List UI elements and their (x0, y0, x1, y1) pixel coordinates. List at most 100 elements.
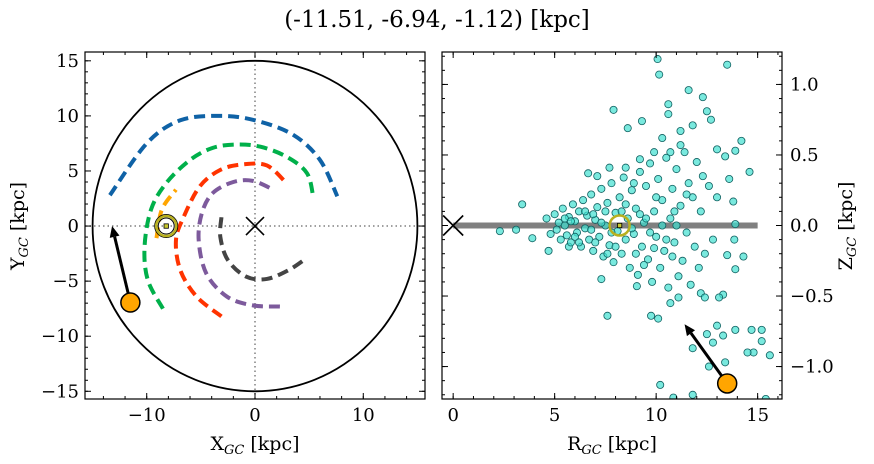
scatter-point (597, 275, 606, 284)
x-tick-label: 15 (746, 405, 769, 426)
scatter-point (737, 136, 746, 145)
scatter-point (672, 221, 681, 230)
scatter-point (757, 337, 766, 346)
scatter-point (647, 311, 656, 320)
x-tick-label: −10 (128, 405, 166, 426)
scatter-point (682, 190, 691, 199)
scatter-point (731, 325, 740, 334)
scatter-point (719, 331, 728, 340)
scatter-point (639, 260, 648, 269)
scatter-point (670, 207, 679, 216)
scatter-point (715, 293, 724, 302)
scatter-point (713, 145, 722, 154)
scatter-point (700, 249, 709, 258)
scatter-point (690, 242, 699, 251)
sun-marker (154, 214, 178, 238)
scatter-point (662, 153, 671, 162)
motion-arrow-head (684, 324, 696, 337)
scatter-point (664, 283, 673, 292)
scatter-point (666, 299, 675, 308)
scatter-point (674, 293, 683, 302)
scatter-point (757, 325, 766, 334)
scatter-point (512, 225, 521, 234)
scatter-point (621, 235, 630, 244)
scatter-point (635, 210, 644, 219)
y-tick-label: −1.0 (790, 357, 834, 378)
figure-title: (-11.51, -6.94, -1.12) [kpc] (284, 7, 590, 33)
scatter-point (587, 225, 596, 234)
scatter-point (721, 152, 730, 161)
motion-arrow-head (109, 226, 120, 238)
scatter-point (607, 179, 616, 188)
scatter-point (684, 179, 693, 188)
sun-center-square (617, 222, 623, 229)
scatter-point (650, 207, 659, 216)
y-tick-label: 0.5 (790, 145, 819, 166)
scatter-point (656, 263, 665, 272)
scatter-point (611, 242, 620, 251)
scatter-point (566, 217, 575, 226)
y-tick-label: 10 (56, 106, 79, 127)
scatter-point (615, 193, 624, 202)
scatter-point (646, 159, 655, 168)
y-tick-label: 15 (56, 51, 79, 72)
scatter-point (587, 190, 596, 199)
scatter-point (575, 238, 584, 247)
center-cross-marker (442, 214, 464, 237)
scatter-point (642, 214, 651, 223)
scatter-point (556, 235, 565, 244)
scatter-point (579, 196, 588, 205)
scatter-point (658, 221, 667, 230)
scatter-point (633, 270, 642, 279)
scatter-point (662, 235, 671, 244)
scatter-point (725, 174, 734, 183)
scatter-point (656, 380, 665, 389)
scatter-point (568, 200, 577, 209)
scatter-point (621, 163, 630, 172)
scatter-point (688, 121, 697, 130)
y-tick-label: 5 (68, 161, 79, 182)
x-tick-label: 5 (549, 405, 560, 426)
scatter-point (652, 193, 661, 202)
scatter-point (654, 174, 663, 183)
x-tick-label: 0 (447, 405, 458, 426)
scatter-point (702, 330, 711, 339)
sun-inner-ring (157, 217, 175, 235)
scatter-point (730, 235, 739, 244)
scatter-point (692, 158, 701, 167)
scatter-point (688, 344, 697, 353)
sun-marker (608, 214, 631, 237)
scatter-point (702, 107, 711, 116)
scatter-point (676, 201, 685, 210)
spiral-arm-4 (196, 178, 280, 309)
scatter-point (664, 100, 673, 109)
scatter-point (566, 238, 575, 247)
scatter-point (723, 60, 732, 69)
scatter-point (637, 242, 646, 251)
object-marker (120, 292, 141, 313)
scatter-point (631, 204, 640, 213)
x-tick-label: 10 (645, 405, 668, 426)
scatter-point (704, 182, 713, 191)
scatter-point (739, 252, 748, 261)
scatter-point (581, 207, 590, 216)
motion-arrow-shaft (689, 332, 729, 385)
scatter-point (650, 244, 659, 253)
scatter-point (670, 238, 679, 247)
scatter-point (558, 204, 567, 213)
scatter-point (570, 232, 579, 241)
y-tick-label: −5 (52, 271, 79, 292)
scatter-point (698, 93, 707, 102)
scatter-point (627, 186, 636, 195)
left-xlabel: XGC [kpc] (210, 433, 299, 458)
motion-arrow-shaft (113, 236, 132, 303)
scatter-point (668, 252, 677, 261)
scatter-point (597, 218, 606, 227)
spiral-arm-5 (218, 217, 305, 282)
scatter-point (676, 126, 685, 135)
scatter-point (621, 200, 630, 209)
y-tick-label: 0 (68, 216, 79, 237)
x-tick-label: 10 (352, 405, 375, 426)
scatter-point (666, 214, 675, 223)
left-plot-area: −10 0 10 −15 −10 −5 0 5 10 15 (41, 51, 426, 426)
